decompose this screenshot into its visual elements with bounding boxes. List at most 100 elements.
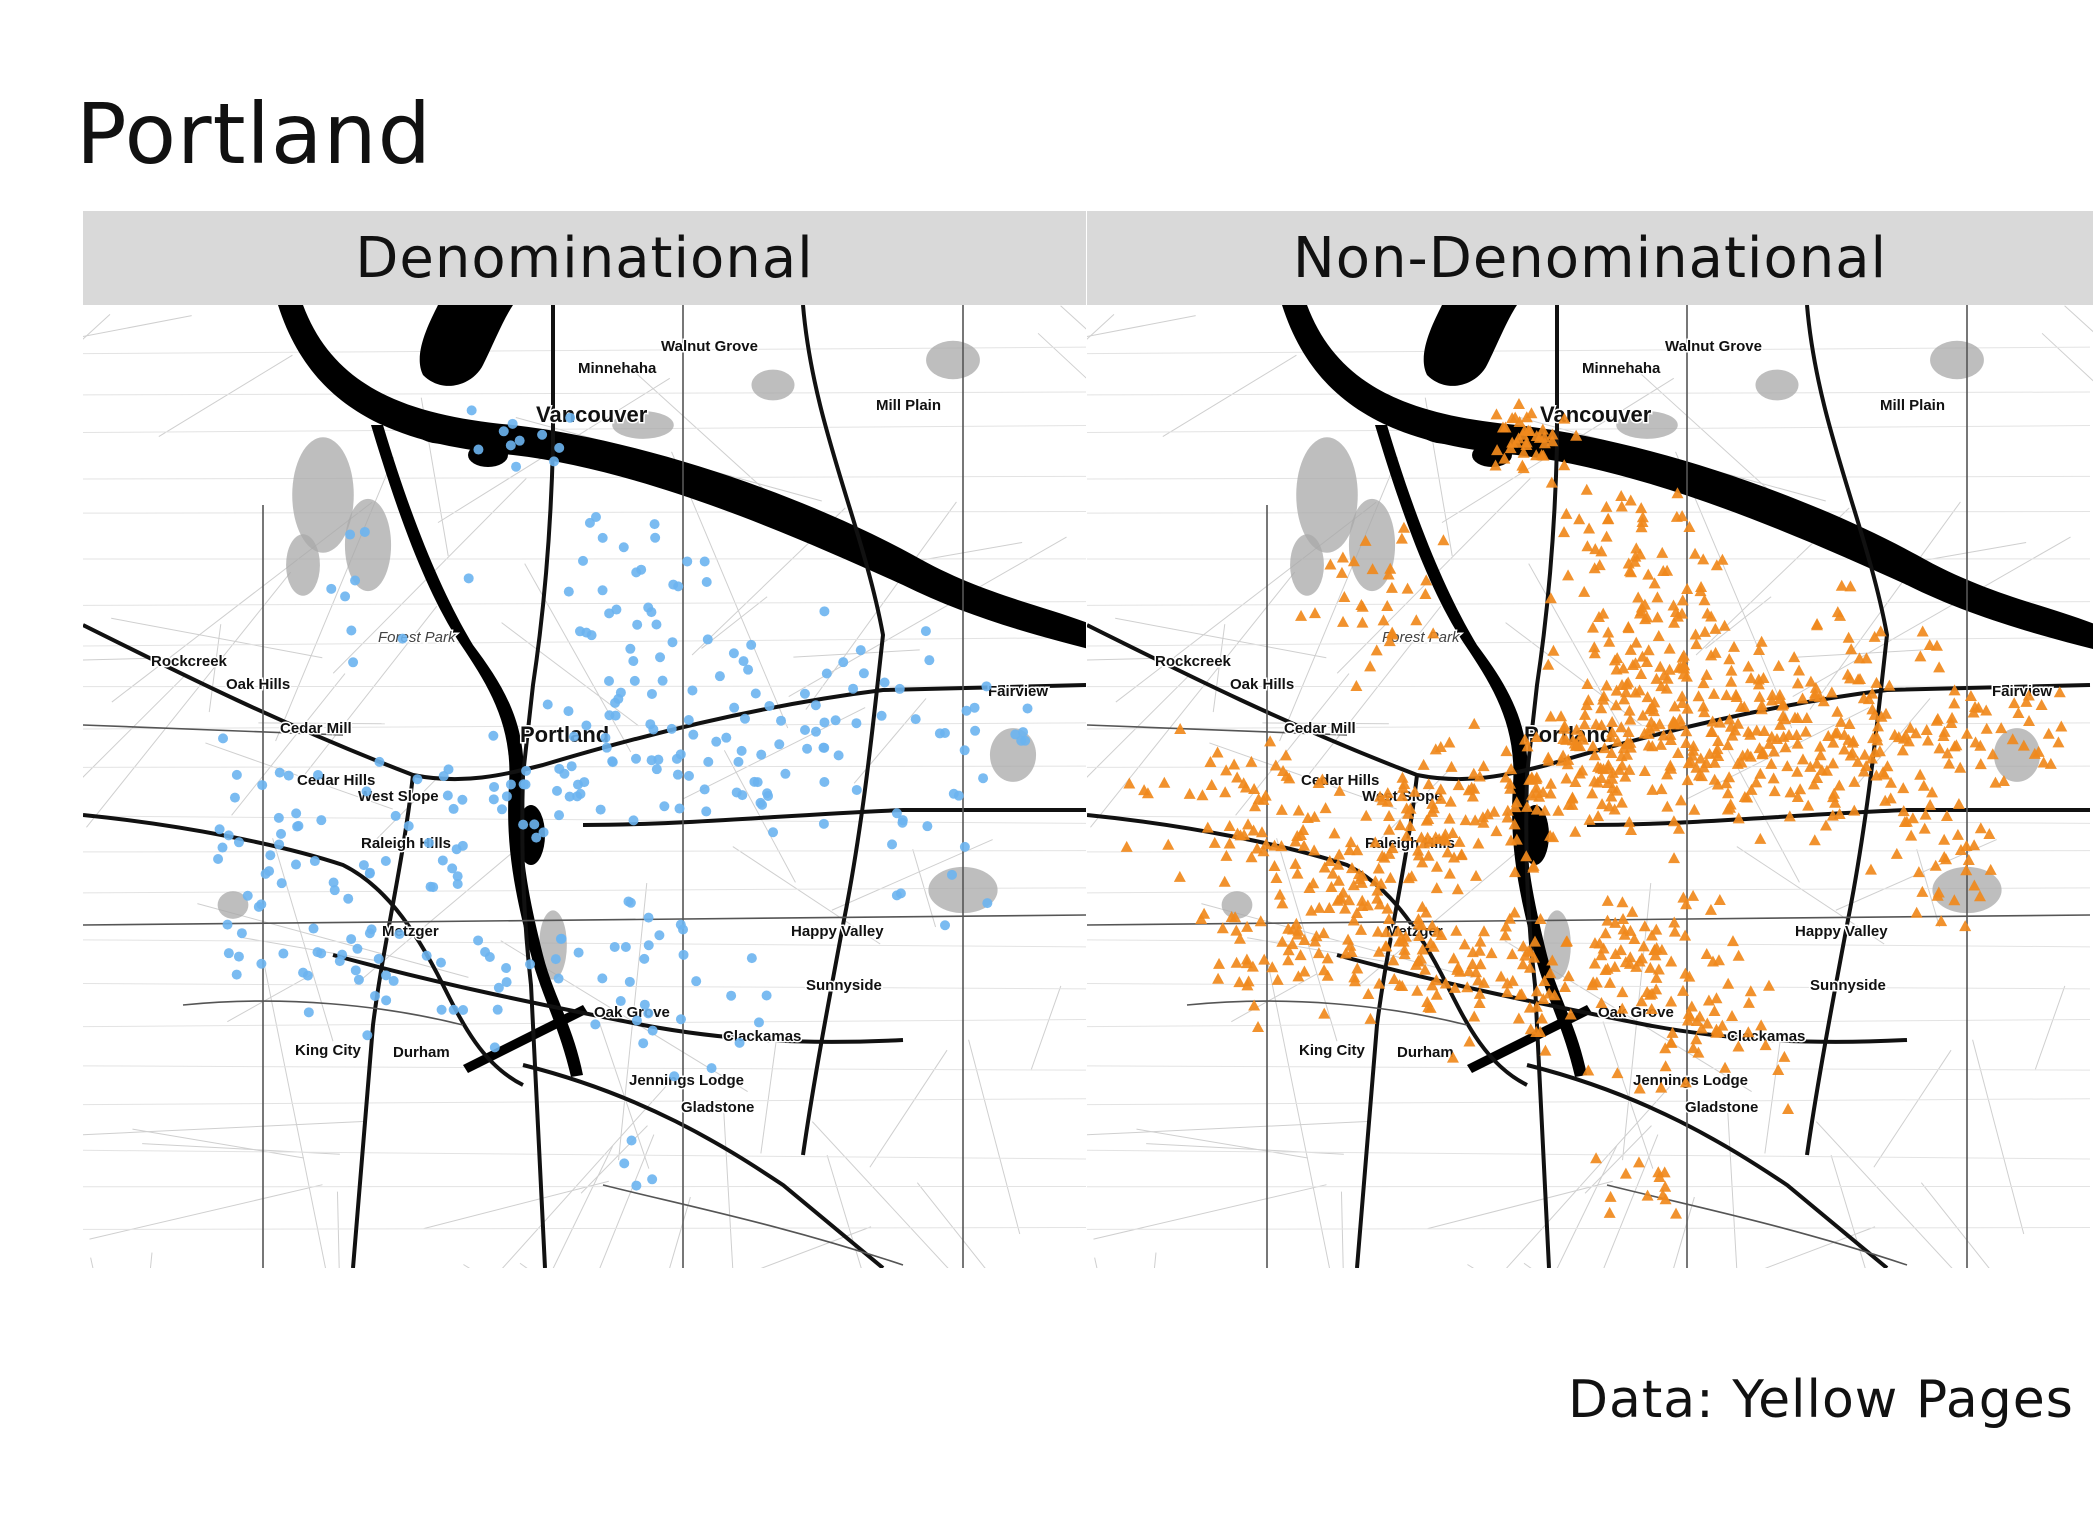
church-marker	[1219, 786, 1232, 798]
church-marker	[381, 995, 392, 1006]
church-marker	[1289, 857, 1302, 869]
place-label-oak-hills: Oak Hills	[226, 676, 290, 693]
church-marker	[1328, 827, 1341, 839]
map-non-denominational[interactable]: Walnut Grove Minnehaha Vancouver Mill Plain…	[1087, 305, 2093, 1268]
church-marker	[1010, 729, 1021, 740]
church-marker	[1675, 794, 1688, 806]
church-marker	[1774, 718, 1787, 730]
church-marker	[1552, 804, 1565, 816]
church-marker	[1499, 771, 1512, 783]
church-marker	[610, 710, 621, 721]
church-marker	[1542, 658, 1555, 670]
church-marker	[1316, 773, 1329, 785]
church-marker	[643, 1008, 654, 1019]
place-label-fairview: Fairview	[988, 683, 1048, 700]
church-marker	[1372, 862, 1385, 874]
church-marker	[1659, 1180, 1672, 1192]
church-marker	[1544, 967, 1557, 979]
church-marker	[1586, 787, 1599, 799]
church-marker	[1728, 640, 1741, 652]
church-marker	[438, 771, 449, 782]
church-marker	[1687, 740, 1700, 752]
church-marker	[1308, 844, 1321, 856]
church-marker	[1576, 764, 1589, 776]
place-label-king-city: King City	[1299, 1042, 1365, 1059]
church-marker	[1530, 731, 1543, 743]
church-marker	[1868, 630, 1881, 642]
church-marker	[1692, 690, 1705, 702]
church-marker	[1912, 866, 1925, 878]
church-marker	[1588, 957, 1601, 969]
church-marker	[1241, 979, 1254, 991]
church-marker	[1694, 752, 1707, 764]
church-marker	[1625, 823, 1638, 835]
church-marker	[1624, 494, 1637, 506]
church-marker	[678, 924, 689, 935]
church-marker	[1513, 415, 1526, 427]
park-area	[1221, 891, 1253, 919]
church-marker	[1846, 746, 1859, 758]
church-marker	[1276, 935, 1289, 947]
church-marker	[1676, 697, 1689, 709]
church-marker	[1430, 988, 1443, 1000]
church-marker	[802, 743, 813, 754]
church-marker	[448, 803, 459, 814]
church-marker	[1546, 435, 1559, 447]
church-marker	[1465, 781, 1478, 793]
church-marker	[1437, 534, 1450, 546]
church-marker	[1648, 577, 1661, 589]
church-marker	[1655, 1081, 1668, 1093]
church-marker	[1713, 893, 1726, 905]
willamette-river	[1375, 425, 1587, 1077]
church-marker	[1933, 742, 1946, 754]
church-marker	[1645, 929, 1658, 941]
church-marker	[1388, 973, 1401, 985]
church-marker	[390, 810, 401, 821]
church-marker	[1641, 1189, 1654, 1201]
church-marker	[1508, 866, 1521, 878]
church-marker	[1562, 798, 1575, 810]
church-marker	[726, 990, 737, 1001]
church-marker	[1827, 791, 1840, 803]
church-marker	[442, 790, 453, 801]
church-marker	[1506, 948, 1519, 960]
church-marker	[1597, 693, 1610, 705]
church-marker	[1448, 981, 1461, 993]
church-marker	[1424, 937, 1437, 949]
church-marker	[1334, 891, 1347, 903]
church-marker	[1310, 930, 1323, 942]
church-marker	[619, 1158, 630, 1169]
church-marker	[1768, 785, 1781, 797]
church-marker	[1318, 861, 1331, 873]
church-marker	[728, 648, 739, 659]
church-marker	[1623, 816, 1636, 828]
church-marker	[1683, 970, 1696, 982]
church-marker	[326, 583, 337, 594]
church-marker	[1233, 932, 1246, 944]
church-marker	[1881, 760, 1894, 772]
church-marker	[628, 656, 639, 667]
church-marker	[1615, 500, 1628, 512]
church-marker	[2052, 736, 2065, 748]
church-marker	[1899, 729, 1912, 741]
church-marker	[626, 1135, 637, 1146]
church-marker	[1422, 778, 1435, 790]
church-marker	[669, 1071, 680, 1082]
church-marker	[1312, 947, 1325, 959]
highway	[1526, 1063, 1889, 1268]
church-marker	[1332, 858, 1345, 870]
highway	[1087, 623, 2091, 782]
church-marker	[1755, 635, 1768, 647]
church-marker	[537, 429, 548, 440]
church-marker	[1333, 784, 1346, 796]
church-marker	[1677, 668, 1690, 680]
map-denominational[interactable]: Walnut Grove Minnehaha Vancouver Mill Plain…	[83, 305, 1086, 1268]
church-marker	[1396, 771, 1409, 783]
markers-non-denominational	[1120, 397, 2068, 1219]
church-marker	[810, 726, 821, 737]
church-marker	[1646, 700, 1659, 712]
church-marker	[749, 776, 760, 787]
church-marker	[1491, 444, 1504, 456]
church-marker	[1520, 411, 1533, 423]
